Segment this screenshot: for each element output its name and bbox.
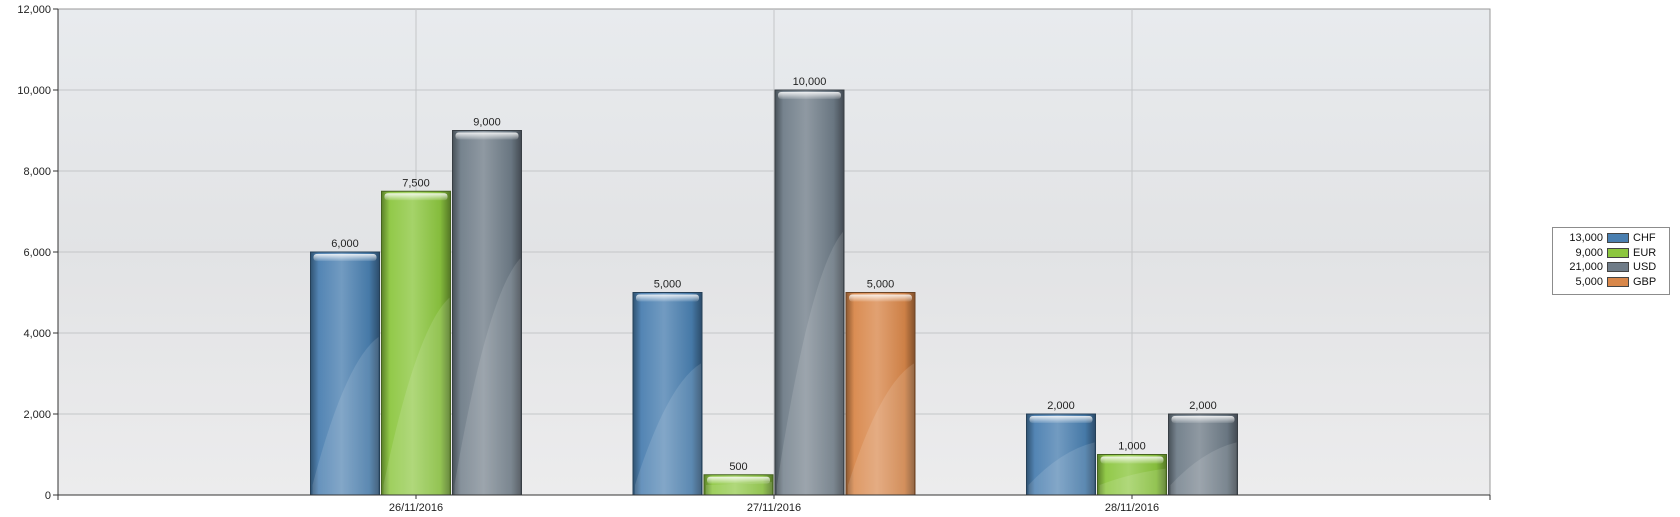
legend-item-chf: 13,000 CHF: [1557, 231, 1663, 246]
bar-body: [774, 89, 845, 496]
bar-cap: [1171, 416, 1235, 423]
legend-item-eur: 9,000 EUR: [1557, 246, 1663, 261]
bar-sheen: [383, 297, 450, 495]
y-tick-label: 12,000: [17, 4, 51, 16]
bar-chf: [632, 292, 703, 496]
data-label: 1,000: [1118, 441, 1146, 453]
x-tick-label: 26/11/2016: [389, 502, 443, 512]
bar-body: [310, 251, 380, 496]
legend-total: 21,000: [1569, 261, 1603, 274]
data-label: 9,000: [473, 117, 501, 129]
bar-usd: [1168, 413, 1238, 496]
bar-sheen: [706, 481, 772, 495]
bar-sheen: [635, 363, 701, 495]
bar-usd: [774, 89, 845, 496]
legend-swatch: [1607, 247, 1629, 258]
bar-cap: [1029, 416, 1093, 423]
legend-item-gbp: 5,000 GBP: [1557, 275, 1663, 290]
legend-item-usd: 21,000 USD: [1557, 260, 1663, 275]
bar-sheen: [312, 337, 379, 495]
legend-swatch: [1607, 262, 1629, 273]
legend-label: EUR: [1633, 246, 1657, 259]
bar-body: [1026, 413, 1096, 496]
bar-cap: [1100, 456, 1164, 464]
y-tick-label: 0: [45, 490, 51, 502]
bar-gbp: [845, 292, 916, 496]
y-tick-label: 6,000: [23, 247, 51, 259]
data-label: 6,000: [331, 238, 359, 250]
legend-swatch: [1607, 276, 1629, 287]
data-label: 5,000: [867, 279, 895, 291]
bar-body: [1168, 413, 1238, 496]
bar-cap: [636, 294, 699, 302]
bar-body: [632, 292, 703, 496]
bar-eur: [381, 190, 451, 496]
bar-eur: [1097, 454, 1167, 496]
legend-label: USD: [1633, 261, 1657, 274]
bar-sheen: [1028, 442, 1095, 495]
y-tick-label: 8,000: [23, 166, 51, 178]
legend-total: 9,000: [1575, 246, 1603, 259]
data-label: 7,500: [402, 177, 430, 189]
bar-cap: [707, 476, 770, 484]
bar-body: [845, 292, 916, 496]
legend-label: GBP: [1633, 275, 1657, 288]
bar-cap: [313, 254, 377, 261]
bar-cap: [455, 132, 519, 140]
data-label: 5,000: [654, 279, 682, 291]
legend: 13,000 CHF 9,000 EUR 21,000 USD 5,000 GB…: [1552, 227, 1670, 295]
bar-sheen: [1170, 442, 1237, 495]
bar-cap: [384, 193, 448, 201]
x-tick-label: 28/11/2016: [1105, 502, 1159, 512]
bar-eur: [703, 474, 774, 496]
y-tick-label: 10,000: [17, 85, 51, 97]
data-label: 10,000: [793, 76, 827, 88]
y-tick-label: 2,000: [23, 409, 51, 421]
bar-sheen: [1099, 468, 1166, 495]
legend-label: CHF: [1633, 232, 1656, 245]
y-tick-label: 4,000: [23, 328, 51, 340]
bar-body: [452, 130, 522, 496]
data-label: 500: [729, 461, 747, 473]
data-label: 2,000: [1189, 400, 1217, 412]
bar-cap: [778, 92, 841, 99]
x-tick-label: 27/11/2016: [747, 502, 801, 512]
legend-total: 5,000: [1575, 275, 1603, 288]
bar-sheen: [454, 258, 521, 495]
bar-sheen: [848, 363, 914, 495]
bar-chf: [1026, 413, 1096, 496]
legend-total: 13,000: [1569, 232, 1603, 245]
bar-body: [381, 190, 451, 496]
bar-sheen: [777, 231, 843, 495]
bar-usd: [452, 130, 522, 496]
bar-chf: [310, 251, 380, 496]
bar-cap: [849, 294, 912, 302]
data-label: 2,000: [1047, 400, 1075, 412]
legend-swatch: [1607, 233, 1629, 244]
